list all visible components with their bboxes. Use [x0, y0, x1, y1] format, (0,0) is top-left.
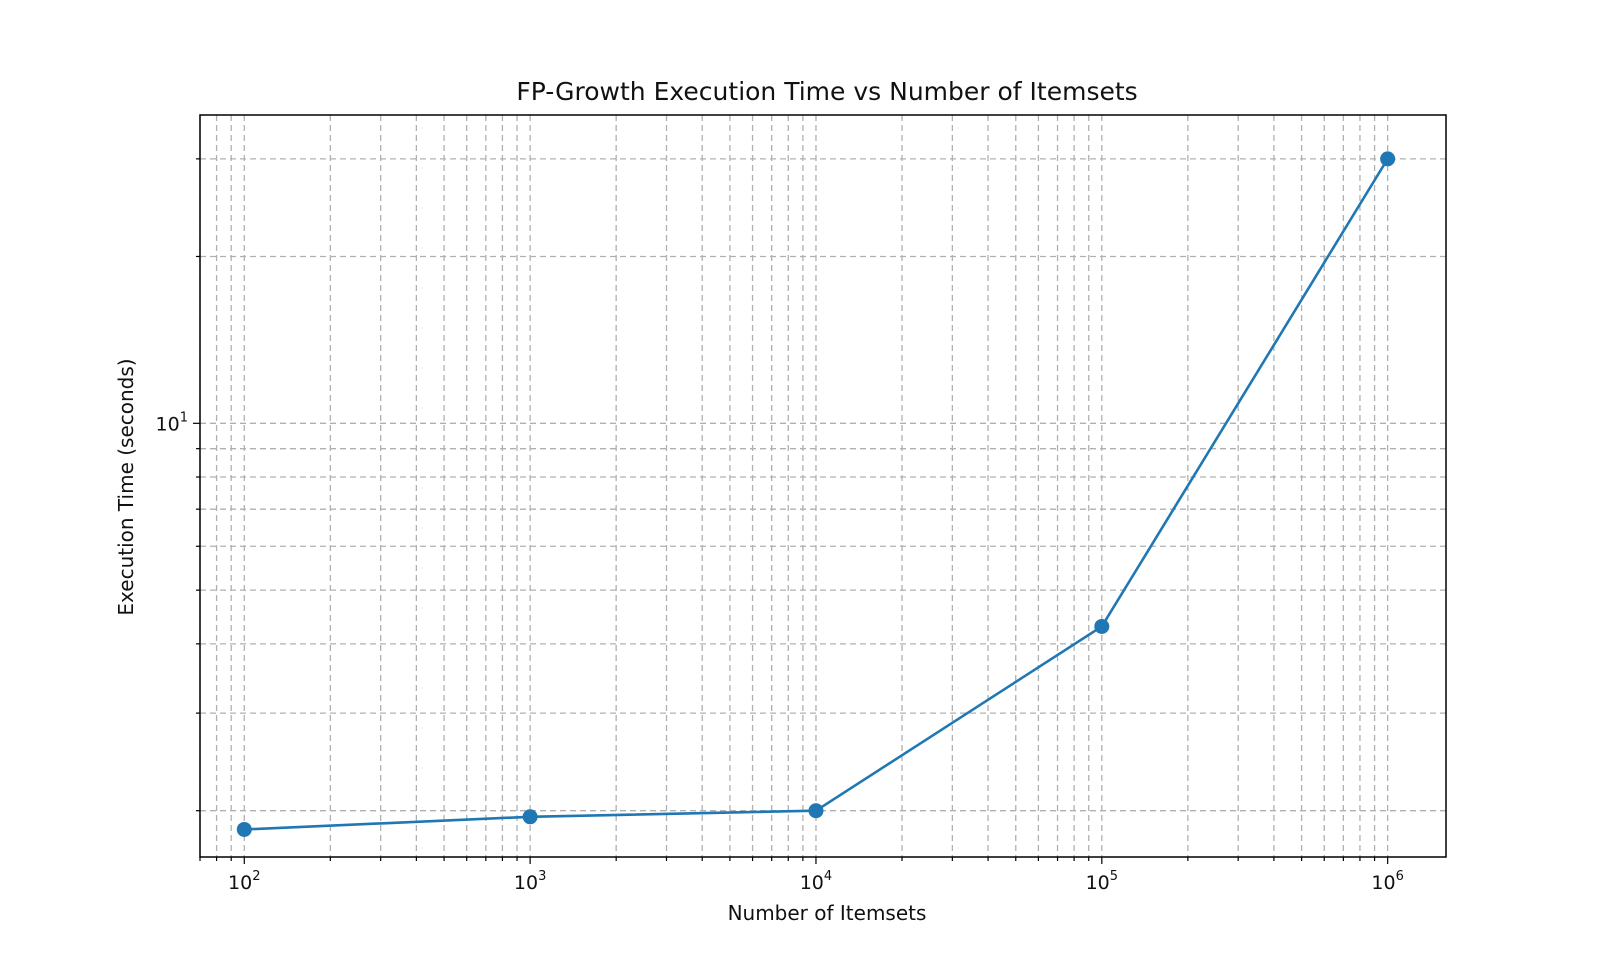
series-layer [236, 151, 1396, 837]
data-point [1380, 151, 1396, 167]
y-tick-label: 101 [156, 410, 188, 435]
x-tick-label: 103 [514, 869, 546, 894]
x-tick-label: 102 [228, 869, 260, 894]
data-point [808, 803, 824, 819]
y-axis-label: Execution Time (seconds) [114, 358, 138, 615]
data-point [1094, 618, 1110, 634]
x-tick-label: 105 [1086, 869, 1118, 894]
x-tick-label: 104 [800, 869, 832, 894]
data-point [236, 821, 252, 837]
chart-title: FP-Growth Execution Time vs Number of It… [516, 77, 1137, 106]
x-axis-label: Number of Itemsets [728, 901, 927, 925]
x-tick-label: 106 [1371, 869, 1403, 894]
data-point [522, 809, 538, 825]
axis-ticks: 102 103 104 105 106 101 [156, 158, 1404, 894]
grid-lines [199, 115, 1446, 857]
plot-frame [199, 114, 1447, 858]
